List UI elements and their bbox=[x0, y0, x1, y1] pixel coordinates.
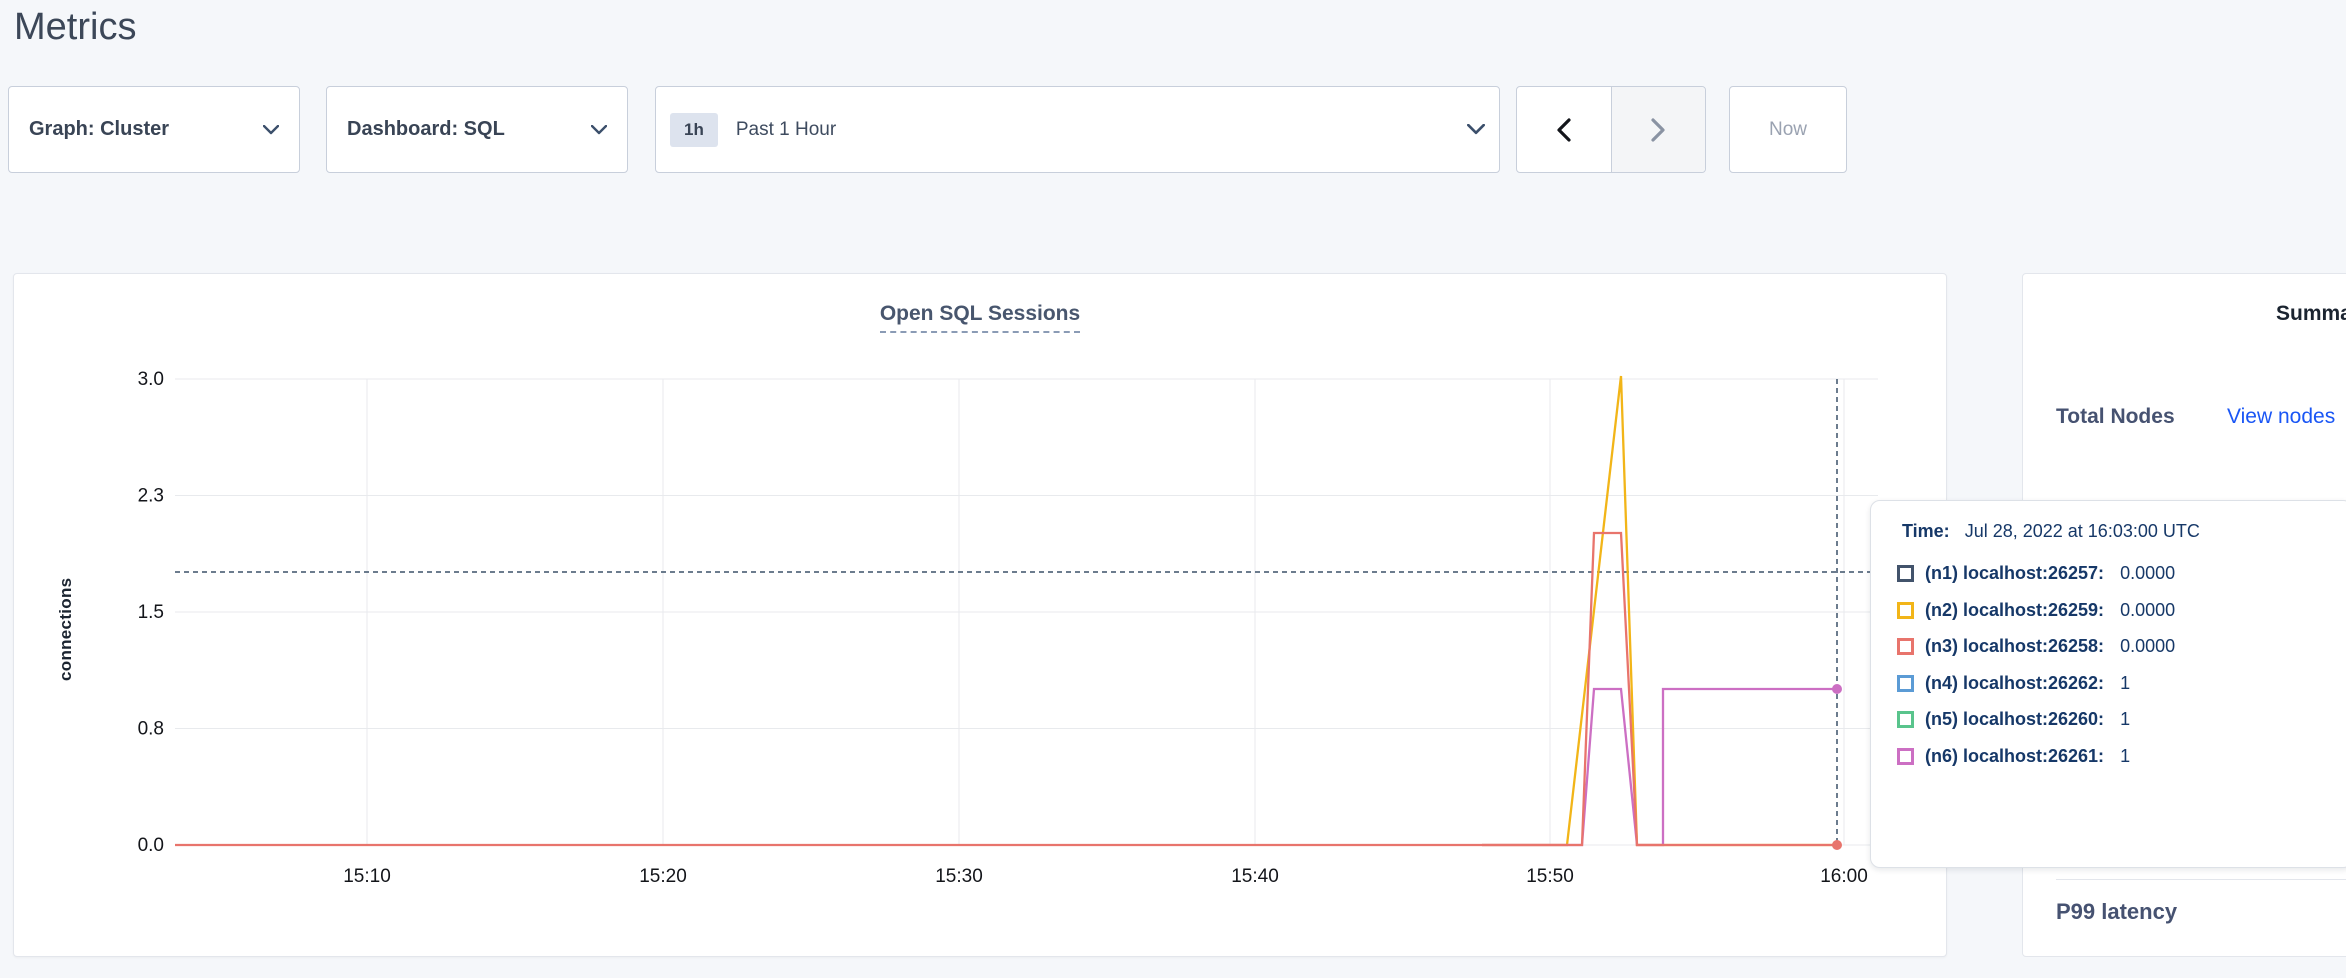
svg-text:15:30: 15:30 bbox=[935, 866, 983, 887]
svg-text:15:40: 15:40 bbox=[1231, 866, 1279, 887]
svg-text:2.3: 2.3 bbox=[138, 486, 164, 507]
svg-text:16:00: 16:00 bbox=[1820, 866, 1868, 887]
svg-text:15:20: 15:20 bbox=[639, 866, 687, 887]
svg-text:15:10: 15:10 bbox=[343, 866, 391, 887]
svg-text:0.8: 0.8 bbox=[138, 719, 164, 740]
svg-text:0.0: 0.0 bbox=[138, 835, 164, 856]
svg-text:3.0: 3.0 bbox=[138, 369, 164, 390]
svg-text:1.5: 1.5 bbox=[138, 602, 164, 623]
svg-text:15:50: 15:50 bbox=[1526, 866, 1574, 887]
